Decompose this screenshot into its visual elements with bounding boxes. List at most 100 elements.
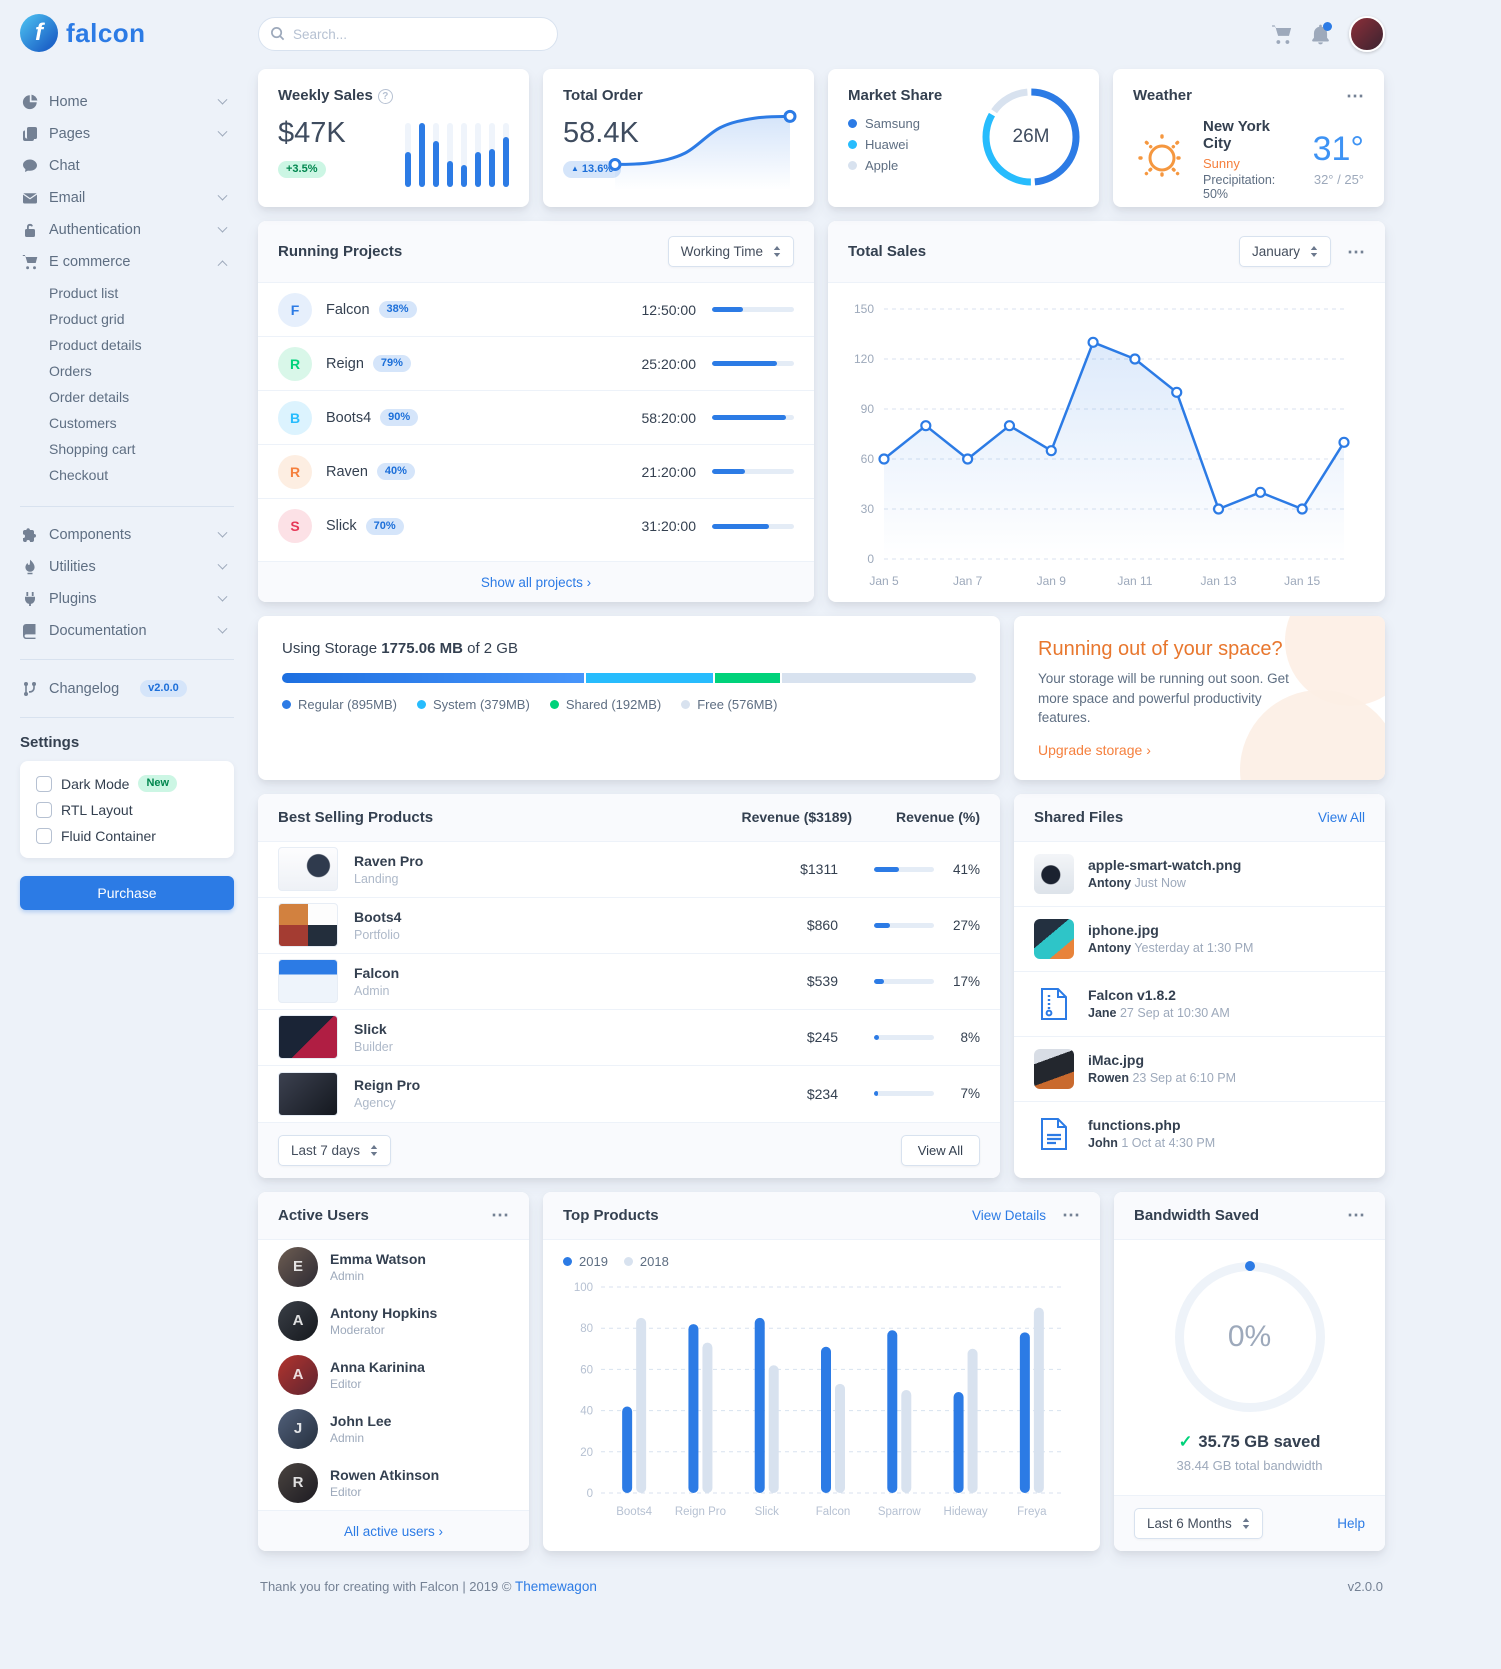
- code-file-icon[interactable]: [1034, 1114, 1074, 1154]
- rtl-layout-checkbox[interactable]: [36, 802, 52, 818]
- view-all-link[interactable]: View All: [1317, 809, 1365, 825]
- cart-icon[interactable]: [1271, 24, 1292, 45]
- user-role: Editor: [330, 1484, 362, 1499]
- product-thumbnail[interactable]: [278, 1071, 338, 1116]
- avatar[interactable]: J: [278, 1408, 318, 1449]
- avatar[interactable]: A: [278, 1354, 318, 1395]
- sidebar-item-email[interactable]: Email: [20, 182, 234, 214]
- fluid-container-option: Fluid Container: [36, 828, 218, 844]
- product-thumbnail[interactable]: [278, 1015, 338, 1060]
- product-category[interactable]: Portfolio: [354, 927, 400, 942]
- avatar[interactable]: A: [278, 1300, 318, 1341]
- sidebar-item-utilities[interactable]: Utilities: [20, 551, 234, 583]
- product-name[interactable]: Slick: [354, 1020, 387, 1037]
- sidebar-subitem-orders[interactable]: Orders: [49, 363, 92, 379]
- sidebar-subitem-customers[interactable]: Customers: [49, 415, 117, 431]
- search-input[interactable]: [258, 17, 558, 51]
- product-category[interactable]: Builder: [354, 1039, 393, 1054]
- sidebar-item-authentication[interactable]: Authentication: [20, 214, 234, 246]
- all-active-users-link[interactable]: All active users ›: [343, 1523, 444, 1539]
- product-name[interactable]: Boots4: [354, 908, 402, 925]
- product-thumbnail[interactable]: [278, 903, 338, 948]
- bandwidth-total: 38.44 GB total bandwidth: [1176, 1457, 1323, 1473]
- product-revenue: $1311: [800, 861, 838, 878]
- project-name[interactable]: Falcon: [326, 301, 370, 318]
- help-link[interactable]: Help: [1337, 1515, 1365, 1531]
- file-name[interactable]: functions.php: [1088, 1117, 1181, 1134]
- period-select[interactable]: Last 7 days: [278, 1134, 392, 1166]
- user-row: J John Lee Admin: [258, 1402, 529, 1456]
- sidebar-item-pages[interactable]: Pages: [20, 118, 234, 150]
- product-category[interactable]: Agency: [354, 1096, 396, 1111]
- view-all-button[interactable]: View All: [900, 1134, 980, 1166]
- more-icon[interactable]: ⋯: [491, 1205, 509, 1226]
- user-name[interactable]: Anna Karinina: [330, 1358, 425, 1375]
- purchase-button[interactable]: Purchase: [20, 876, 234, 910]
- fluid-container-checkbox[interactable]: [36, 828, 52, 844]
- more-icon[interactable]: ⋯: [1347, 1205, 1365, 1226]
- sidebar-subitem-order-details[interactable]: Order details: [49, 389, 130, 405]
- file-name[interactable]: apple-smart-watch.png: [1088, 857, 1242, 874]
- user-name[interactable]: Rowen Atkinson: [330, 1466, 440, 1483]
- legend-dot: [848, 161, 857, 170]
- brand-logo[interactable]: f falcon: [20, 14, 234, 52]
- file-name[interactable]: iphone.jpg: [1088, 922, 1159, 939]
- show-all-projects-link[interactable]: Show all projects ›: [480, 575, 592, 590]
- file-thumbnail[interactable]: [1034, 1048, 1074, 1089]
- project-name[interactable]: Slick: [326, 518, 357, 534]
- themewagon-link[interactable]: Themewagon: [515, 1578, 597, 1594]
- zip-file-icon[interactable]: [1034, 984, 1074, 1024]
- sidebar-item-documentation[interactable]: Documentation: [20, 615, 234, 647]
- caret-up-icon: ▲: [571, 164, 579, 173]
- sidebar-subitem-checkout[interactable]: Checkout: [49, 467, 109, 483]
- more-icon[interactable]: ⋯: [1347, 241, 1365, 262]
- avatar[interactable]: R: [278, 1462, 318, 1503]
- dark-mode-checkbox[interactable]: [36, 775, 52, 792]
- month-select[interactable]: January: [1238, 236, 1331, 267]
- project-name[interactable]: Raven: [326, 463, 368, 480]
- sidebar-item-changelog[interactable]: Changelog v2.0.0: [20, 672, 234, 705]
- sidebar-item-plugins[interactable]: Plugins: [20, 583, 234, 615]
- file-thumbnail[interactable]: [1034, 853, 1074, 894]
- file-name[interactable]: Falcon v1.8.2: [1088, 987, 1176, 1004]
- weather-card: Weather ⋯ New York City Sunny Precipitat…: [1113, 69, 1384, 207]
- sidebar-subitem-product-details[interactable]: Product details: [49, 337, 142, 353]
- product-name[interactable]: Raven Pro: [354, 852, 424, 869]
- help-icon[interactable]: ?: [377, 89, 393, 104]
- legend-item-2019[interactable]: 2019: [563, 1254, 608, 1269]
- project-name[interactable]: Boots4: [326, 409, 372, 426]
- product-category[interactable]: Landing: [354, 871, 399, 886]
- rtl-layout-option: RTL Layout: [36, 802, 218, 818]
- bell-icon[interactable]: [1310, 21, 1332, 45]
- legend-item-2018[interactable]: 2018: [623, 1254, 669, 1269]
- file-thumbnail[interactable]: [1034, 918, 1074, 959]
- divider: [20, 717, 234, 718]
- file-name[interactable]: iMac.jpg: [1088, 1052, 1145, 1069]
- sidebar-item-home[interactable]: Home: [20, 86, 234, 118]
- view-details-link[interactable]: View Details: [971, 1207, 1046, 1223]
- project-time: 58:20:00: [641, 409, 697, 426]
- sidebar-subitem-product-list[interactable]: Product list: [49, 285, 119, 301]
- product-name[interactable]: Falcon: [354, 964, 400, 981]
- user-avatar[interactable]: [1349, 16, 1385, 52]
- sidebar-subitem-product-grid[interactable]: Product grid: [49, 311, 125, 327]
- more-icon[interactable]: ⋯: [1346, 85, 1364, 106]
- sidebar-item-components[interactable]: Components: [20, 519, 234, 551]
- user-name[interactable]: Antony Hopkins: [330, 1304, 438, 1321]
- user-name[interactable]: John Lee: [330, 1412, 392, 1429]
- user-name[interactable]: Emma Watson: [330, 1250, 426, 1267]
- product-category[interactable]: Admin: [354, 983, 390, 998]
- sidebar-item-chat[interactable]: Chat: [20, 150, 234, 182]
- product-thumbnail[interactable]: [278, 847, 338, 892]
- product-thumbnail[interactable]: [278, 959, 338, 1004]
- avatar[interactable]: E: [278, 1246, 318, 1287]
- product-revenue-bar: [874, 1091, 934, 1097]
- working-time-select[interactable]: Working Time: [667, 236, 794, 267]
- months-select[interactable]: Last 6 Months: [1134, 1507, 1263, 1539]
- sidebar-subitem-shopping-cart[interactable]: Shopping cart: [49, 441, 136, 457]
- product-name[interactable]: Reign Pro: [354, 1077, 421, 1094]
- sidebar-item-ecommerce[interactable]: E commerce: [20, 246, 234, 278]
- upgrade-storage-link[interactable]: Upgrade storage ›: [1038, 741, 1151, 758]
- project-name[interactable]: Reign: [326, 355, 364, 372]
- more-icon[interactable]: ⋯: [1062, 1205, 1080, 1226]
